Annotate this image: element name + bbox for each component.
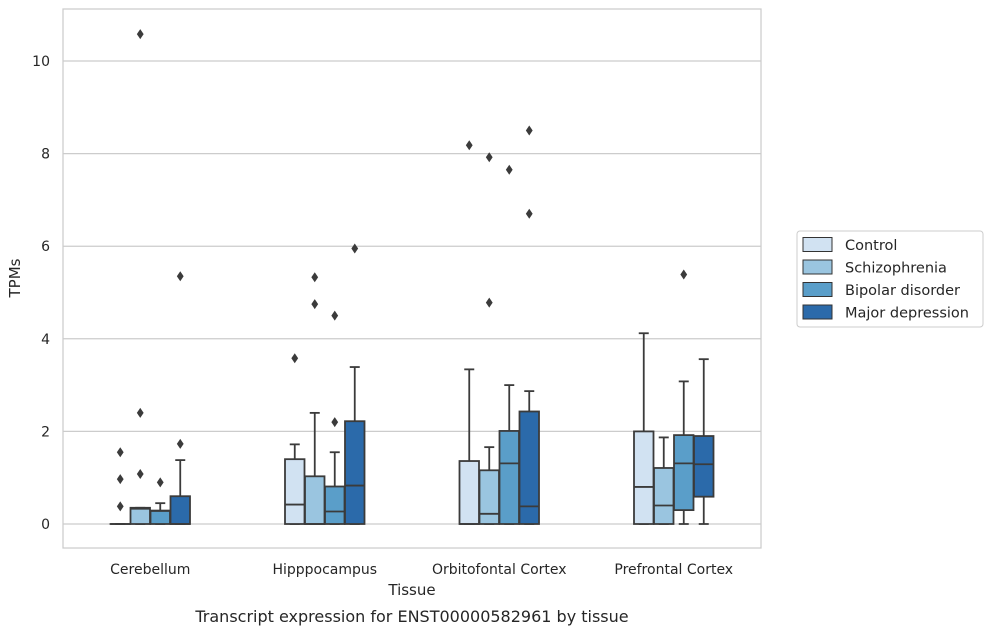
box-body [478,469,500,525]
box-0-3 [169,459,191,525]
y-tick-label: 8 [41,147,50,163]
box-0-1 [129,506,151,525]
outlier-point [116,447,124,458]
outlier-point [291,353,299,364]
y-tick-label: 10 [32,54,50,70]
box-body [324,485,346,525]
x-tick-labels: Cerebellum Hipppocampus Orbitofontal Corte… [110,562,733,578]
box-0-2 [149,502,171,525]
legend: Control Schizophrenia Bipolar disorder Majo… [796,230,984,328]
box-body [458,460,480,525]
box-body [498,430,520,525]
plot-frame [62,8,762,549]
outliers [116,29,688,512]
y-axis-label: TPMs [6,258,24,298]
box-body [693,435,715,498]
legend-label: Major depression [845,306,969,322]
outlier-point [136,407,144,418]
box-body [284,458,306,525]
legend-label: Schizophrenia [845,261,947,277]
box-2-1 [478,446,500,525]
gridlines [63,60,761,525]
box-1-1 [304,411,326,525]
outlier-point [485,152,493,163]
box-body [149,509,171,525]
y-tick-label: 0 [41,517,50,533]
outlier-point [485,297,493,308]
legend-swatch [802,259,833,275]
legend-swatch [802,237,833,252]
legend-label: Bipolar disorder [845,283,960,299]
box-2-3 [518,390,540,525]
box-body [169,495,191,525]
box-body [304,475,326,525]
x-tick-label: Hipppocampus [272,562,377,578]
box-1-3 [344,366,366,525]
box-2-2 [498,384,520,525]
outlier-point [465,140,473,151]
outlier-point [331,417,339,428]
y-tick-label: 6 [41,239,50,255]
x-axis-label: Tissue [387,581,435,599]
outlier-point [311,272,319,283]
box-body [653,467,675,525]
outlier-point [680,269,688,280]
legend-frame [796,230,984,328]
x-tick-label: Cerebellum [110,562,190,578]
box-body [673,434,695,512]
legend-swatch [802,304,833,320]
outlier-point [525,125,533,136]
box-body [129,506,151,525]
box-1-0 [284,443,306,525]
box-3-3 [693,358,715,525]
legend-label: Control [845,238,897,254]
box-body [344,420,366,525]
box-3-1 [653,436,675,525]
outlier-point [116,501,124,512]
outlier-point [176,271,184,282]
outlier-point [176,438,184,449]
chart-caption: Transcript expression for ENST0000058296… [194,607,628,626]
outlier-point [116,474,124,485]
y-tick-label: 4 [41,332,50,348]
outlier-point [525,208,533,219]
box-body [518,410,540,525]
outlier-point [136,468,144,479]
outlier-point [505,164,513,175]
box-3-2 [673,380,695,525]
outlier-point [331,310,339,321]
x-tick-label: Prefrontal Cortex [614,562,733,578]
y-tick-label: 2 [41,424,50,440]
box-body [633,430,655,525]
outlier-point [311,299,319,310]
outlier-point [156,477,164,488]
outlier-point [136,29,144,40]
box-2-0 [458,368,480,525]
y-tick-labels: 0 2 4 6 8 10 [32,54,50,533]
box-3-0 [633,332,655,525]
box-1-2 [324,451,346,525]
x-tick-label: Orbitofontal Cortex [432,562,567,578]
outlier-point [351,243,359,254]
boxes [109,332,715,525]
legend-swatch [802,282,833,297]
